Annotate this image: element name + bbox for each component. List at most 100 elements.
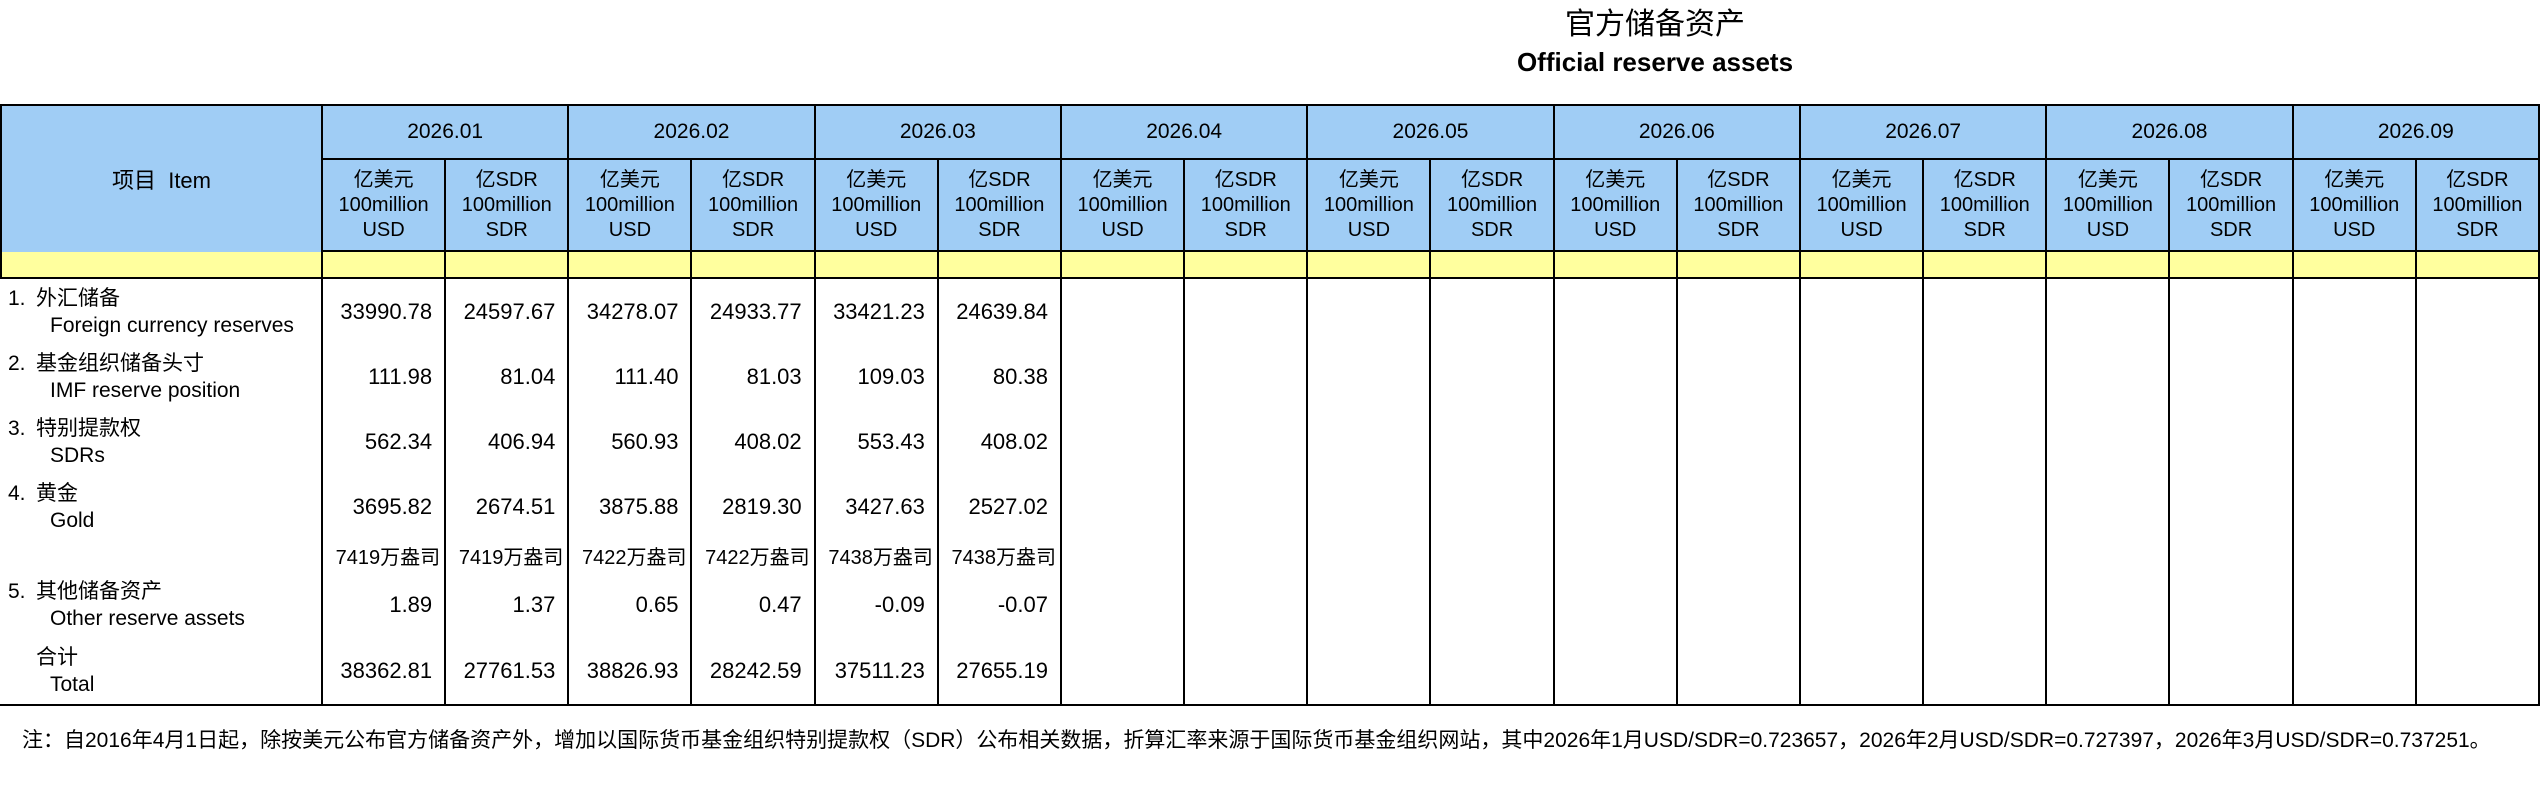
value-cell: 24933.77 [692, 279, 816, 344]
value-cell: 1.89 [323, 572, 447, 637]
unit-header-cell: 亿美元 100million USD [815, 160, 939, 252]
value-cell: 3695.82 [323, 474, 447, 539]
total-value-cell [1800, 637, 1925, 704]
value-cell [1677, 279, 1801, 344]
spacer-band-cell [938, 252, 1062, 279]
value-cell [1554, 344, 1678, 409]
value-cell: 81.03 [692, 344, 816, 409]
title-chinese: 官方储备资产 [1564, 8, 1745, 41]
value-cell [2170, 344, 2294, 409]
value-cell [2416, 279, 2540, 344]
ounces-cell [1061, 539, 1186, 572]
total-value-cell: 27655.19 [938, 637, 1062, 704]
total-value-cell [2416, 637, 2540, 704]
spacer-band-cell [1677, 252, 1801, 279]
item-header-cell: 项目 Item [0, 106, 323, 252]
row-label: 2. 基金组织储备头寸 IMF reserve position [0, 344, 323, 409]
footnote: 注：自2016年4月1日起，除按美元公布官方储备资产外，增加以国际货币基金组织特… [22, 729, 2491, 752]
total-value-cell [1061, 637, 1186, 704]
spacer-band-cell [2047, 252, 2171, 279]
unit-header-cell: 亿SDR 100million SDR [692, 160, 816, 252]
value-cell [2170, 409, 2294, 474]
unit-header-cell: 亿SDR 100million SDR [446, 160, 570, 252]
value-cell [2416, 344, 2540, 409]
value-cell [1800, 344, 1925, 409]
value-cell [2293, 474, 2417, 539]
value-cell [1431, 279, 1555, 344]
spacer-band-cell [1924, 252, 2048, 279]
month-header-cell: 2026.07 [1800, 106, 2048, 160]
unit-header-cell: 亿SDR 100million SDR [2170, 160, 2294, 252]
spacer-band-cell [2293, 252, 2417, 279]
total-value-cell [1185, 637, 1309, 704]
ounces-cell [1554, 539, 1678, 572]
value-cell: 24639.84 [938, 279, 1062, 344]
value-cell [1677, 409, 1801, 474]
total-value-cell: 38826.93 [569, 637, 693, 704]
ounces-cell [1924, 539, 2048, 572]
spacer-band-cell [2416, 252, 2540, 279]
value-cell [1308, 279, 1432, 344]
value-cell: 3427.63 [815, 474, 939, 539]
value-cell: 3875.88 [569, 474, 693, 539]
value-cell [1554, 409, 1678, 474]
unit-header-cell: 亿美元 100million USD [2293, 160, 2417, 252]
total-value-cell: 28242.59 [692, 637, 816, 704]
value-cell: 560.93 [569, 409, 693, 474]
spacer-band-cell [1185, 252, 1309, 279]
value-cell [1061, 409, 1186, 474]
value-cell [2047, 279, 2171, 344]
value-cell [1061, 474, 1186, 539]
value-cell [2293, 572, 2417, 637]
unit-header-cell: 亿美元 100million USD [323, 160, 447, 252]
unit-header-cell: 亿SDR 100million SDR [1431, 160, 1555, 252]
unit-header-cell: 亿美元 100million USD [1554, 160, 1678, 252]
value-cell [1061, 344, 1186, 409]
value-cell: 562.34 [323, 409, 447, 474]
month-header-cell: 2026.06 [1554, 106, 1801, 160]
value-cell: 109.03 [815, 344, 939, 409]
total-value-cell [2047, 637, 2171, 704]
total-label: 合计 Total [0, 637, 323, 704]
ounces-cell [2293, 539, 2417, 572]
value-cell: 111.40 [569, 344, 693, 409]
value-cell [1431, 409, 1555, 474]
value-cell [2047, 409, 2171, 474]
value-cell [1554, 474, 1678, 539]
row-label: 4. 黄金 Gold [0, 474, 323, 539]
unit-header-cell: 亿美元 100million USD [1061, 160, 1186, 252]
value-cell [1431, 572, 1555, 637]
spacer-band-cell [1800, 252, 1925, 279]
total-value-cell [2293, 637, 2417, 704]
unit-header-cell: 亿美元 100million USD [1800, 160, 1925, 252]
value-cell [1924, 572, 2048, 637]
total-value-cell: 37511.23 [815, 637, 939, 704]
value-cell [1800, 474, 1925, 539]
value-cell: 2819.30 [692, 474, 816, 539]
month-header-cell: 2026.09 [2293, 106, 2540, 160]
spacer-band-cell [569, 252, 693, 279]
value-cell [1924, 474, 2048, 539]
month-header-cell: 2026.02 [569, 106, 816, 160]
spacer-band-cell [446, 252, 570, 279]
ounces-cell [1431, 539, 1555, 572]
value-cell [1308, 409, 1432, 474]
ounces-cell: 7438万盎司 [815, 539, 939, 572]
value-cell [1677, 474, 1801, 539]
value-cell [2416, 474, 2540, 539]
total-value-cell [2170, 637, 2294, 704]
unit-header-cell: 亿美元 100million USD [1308, 160, 1432, 252]
month-header-cell: 2026.05 [1308, 106, 1555, 160]
value-cell [2047, 474, 2171, 539]
value-cell [1185, 344, 1309, 409]
value-cell: 33421.23 [815, 279, 939, 344]
total-value-cell [1431, 637, 1555, 704]
ounces-cell [1677, 539, 1801, 572]
value-cell [2047, 344, 2171, 409]
value-cell [1924, 344, 2048, 409]
spacer-band-cell [1554, 252, 1678, 279]
value-cell [1061, 279, 1186, 344]
title-english: Official reserve assets [1516, 47, 1794, 77]
value-cell: 81.04 [446, 344, 570, 409]
ounces-cell: 7422万盎司 [569, 539, 693, 572]
